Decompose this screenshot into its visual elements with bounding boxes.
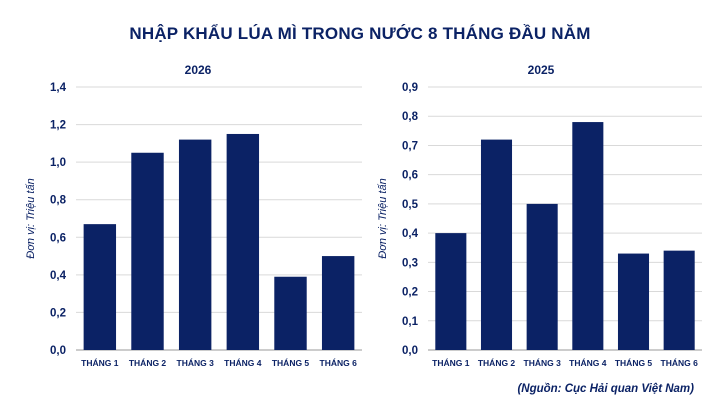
x-tick-label: THÁNG 2: [478, 358, 516, 368]
main-title: NHẬP KHẨU LÚA MÌ TRONG NƯỚC 8 THÁNG ĐẦU …: [129, 24, 591, 43]
y-tick-label: 0,1: [402, 316, 419, 328]
bar: [480, 139, 513, 350]
y-tick-label: 0,9: [402, 82, 418, 94]
x-tick-label: THÁNG 6: [661, 358, 699, 368]
y-tick-label: 0,8: [402, 111, 419, 123]
chart-title: 2026: [185, 63, 212, 77]
y-tick-label: 0,6: [50, 232, 66, 244]
y-tick-label: 0,2: [50, 307, 66, 319]
y-tick-label: 1,0: [50, 157, 66, 169]
bar: [178, 139, 212, 350]
bar: [83, 224, 117, 350]
x-tick-label: THÁNG 4: [224, 358, 262, 368]
x-tick-label: THÁNG 6: [320, 358, 358, 368]
x-tick-label: THÁNG 3: [177, 358, 215, 368]
x-tick-label: THÁNG 5: [272, 358, 310, 368]
y-tick-label: 0,5: [402, 199, 419, 211]
bar: [572, 122, 604, 350]
x-tick-label: THÁNG 2: [129, 358, 167, 368]
y-tick-label: 0,8: [50, 195, 67, 207]
y-tick-label: 1,4: [50, 82, 67, 94]
bar: [663, 250, 695, 350]
bar: [226, 133, 260, 350]
y-axis-title: Đơn vị: Triệu tấn: [377, 178, 389, 258]
x-tick-label: THÁNG 3: [524, 358, 562, 368]
y-tick-label: 0,0: [50, 345, 66, 357]
bar: [274, 276, 307, 350]
bar: [321, 256, 355, 350]
x-tick-label: THÁNG 1: [432, 358, 470, 368]
y-axis-title: Đơn vị: Triệu tấn: [25, 178, 37, 258]
y-tick-label: 1,2: [50, 120, 66, 132]
bar: [526, 203, 558, 350]
x-tick-label: THÁNG 5: [615, 358, 653, 368]
y-tick-label: 0,3: [402, 257, 418, 269]
chart-title: 2025: [528, 63, 555, 77]
y-tick-label: 0,4: [402, 228, 419, 240]
bar: [617, 253, 650, 350]
chart-1: 2025 0,0 0,1 0,2 0,3 0,4 0,5 0,6 0,7 0,8 0,9 THÁNG …: [377, 63, 702, 368]
y-tick-label: 0,7: [402, 140, 418, 152]
chart-0: 2026 0,0 0,2 0,4 0,6 0,8 1,0 1,2 1,4 THÁNG 1 THÁNG…: [25, 63, 362, 368]
x-tick-label: THÁNG 1: [81, 358, 119, 368]
y-tick-label: 0,2: [402, 287, 418, 299]
y-tick-label: 0,0: [402, 345, 418, 357]
bar: [435, 233, 467, 350]
bar: [131, 152, 164, 350]
x-tick-label: THÁNG 4: [569, 358, 607, 368]
y-tick-label: 0,6: [402, 170, 418, 182]
source-note: (Nguồn: Cục Hải quan Việt Nam): [517, 383, 694, 395]
y-tick-label: 0,4: [50, 270, 67, 282]
